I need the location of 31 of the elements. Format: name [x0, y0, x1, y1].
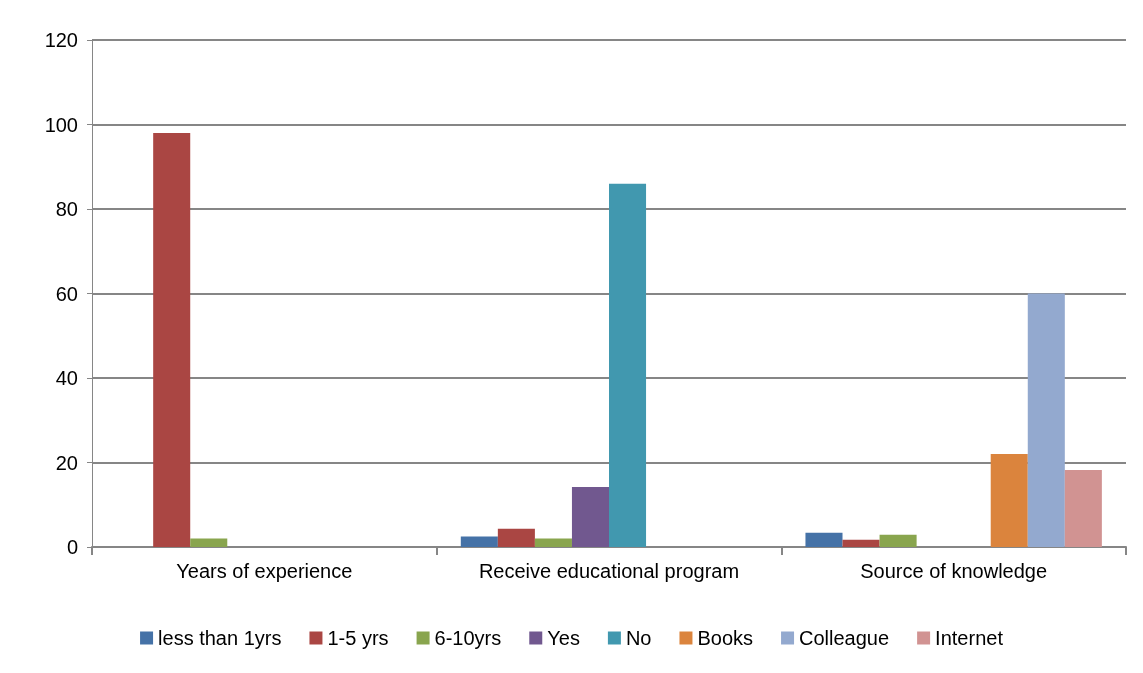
bar — [534, 538, 572, 547]
y-tick-label: 80 — [55, 198, 78, 220]
legend-label: 1-5 yrs — [327, 627, 389, 649]
y-tick-label: 0 — [66, 536, 78, 558]
y-tick-label: 20 — [55, 451, 78, 474]
y-tick-label: 120 — [44, 29, 78, 51]
bar — [879, 534, 917, 547]
bar — [153, 132, 191, 547]
bar — [460, 536, 498, 547]
bar — [190, 538, 228, 547]
bar — [1064, 470, 1102, 547]
legend-label: 6-10yrs — [434, 627, 502, 649]
x-tick-label: Receive educational program — [478, 560, 740, 582]
legend-label: Internet — [935, 627, 1004, 649]
bar — [842, 539, 880, 547]
legend-label: Colleague — [799, 627, 890, 649]
bar — [497, 528, 535, 547]
y-tick-label: 60 — [55, 282, 78, 305]
legend-label: Yes — [547, 627, 580, 649]
bar — [805, 532, 843, 547]
y-tick-label: 100 — [44, 113, 78, 136]
legend-label: No — [625, 627, 652, 649]
y-tick-label: 40 — [55, 367, 78, 389]
bar — [609, 183, 647, 547]
x-tick-label: Years of experience — [176, 560, 353, 582]
bar — [1027, 293, 1065, 547]
legend-label: Books — [697, 627, 754, 649]
bar — [990, 454, 1028, 547]
x-tick-label: Source of knowledge — [860, 560, 1048, 582]
bar — [571, 487, 609, 547]
legend-label: less than 1yrs — [158, 627, 282, 649]
